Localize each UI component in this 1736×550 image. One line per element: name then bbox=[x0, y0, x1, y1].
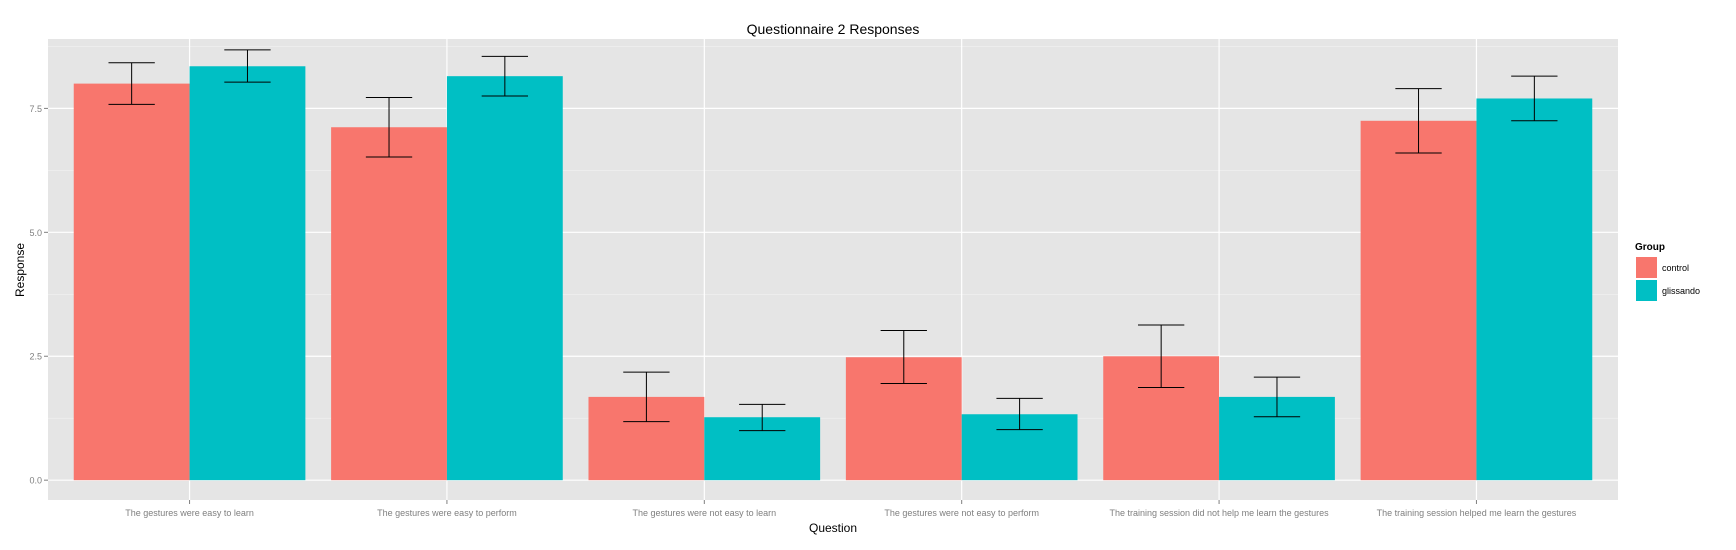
panel-background bbox=[48, 39, 1618, 500]
legend-label-glissando: glissando bbox=[1662, 286, 1700, 296]
bars-layer bbox=[73, 66, 1593, 481]
bar-glissando bbox=[189, 66, 306, 481]
x-tick-label: The training session did not help me lea… bbox=[1109, 508, 1329, 518]
bar-control bbox=[73, 83, 190, 481]
y-tick-label: 7.5 bbox=[29, 104, 42, 114]
x-axis-title: Question bbox=[809, 521, 857, 535]
x-tick-label: The gestures were easy to perform bbox=[377, 508, 517, 518]
y-tick-label: 2.5 bbox=[29, 352, 42, 362]
bar-glissando bbox=[446, 76, 563, 481]
x-tick-label: The gestures were not easy to perform bbox=[884, 508, 1039, 518]
minor-gridlines bbox=[48, 46, 1618, 419]
chart-title: Questionnaire 2 Responses bbox=[747, 21, 920, 37]
legend: Group control glissando bbox=[1635, 242, 1700, 302]
y-axis: 0.0 2.5 5.0 7.5 bbox=[29, 104, 48, 486]
legend-swatch-control bbox=[1636, 257, 1657, 278]
x-tick-label: The training session helped me learn the… bbox=[1377, 508, 1577, 518]
x-tick-label: The gestures were easy to learn bbox=[125, 508, 254, 518]
x-tick-label: The gestures were not easy to learn bbox=[633, 508, 777, 518]
y-tick-label: 0.0 bbox=[29, 476, 42, 486]
x-axis: The gestures were easy to learn The gestu… bbox=[125, 500, 1577, 518]
errorbars-layer bbox=[108, 49, 1558, 432]
bar-control bbox=[1360, 120, 1477, 481]
y-tick-label: 5.0 bbox=[29, 228, 42, 238]
legend-swatch-glissando bbox=[1636, 280, 1657, 301]
legend-title: Group bbox=[1635, 242, 1665, 253]
bar-glissando bbox=[1476, 98, 1593, 481]
legend-label-control: control bbox=[1662, 263, 1689, 273]
y-axis-title: Response bbox=[13, 243, 27, 297]
bar-control bbox=[331, 127, 447, 481]
